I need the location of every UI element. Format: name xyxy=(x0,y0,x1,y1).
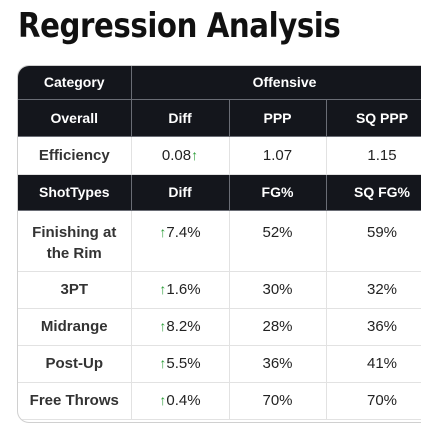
column-header-shot-types: ShotTypes xyxy=(18,174,132,211)
column-header-diff: Diff xyxy=(131,174,230,211)
cell-efficiency-ppp: 1.07 xyxy=(229,136,327,175)
up-arrow-icon: ↑ xyxy=(159,355,167,371)
table-row: Free Throws ↑0.4% 70% 70% xyxy=(18,382,421,420)
row-label: 3PT xyxy=(18,271,132,309)
up-arrow-icon: ↑ xyxy=(159,223,167,240)
diff-value: 0.4% xyxy=(166,392,201,409)
diff-value: 1.6% xyxy=(166,281,201,298)
diff-value: 5.5% xyxy=(166,355,201,372)
cell-diff: ↑8.2% xyxy=(131,308,230,346)
header-row-overall: Overall Diff PPP SQ PPP xyxy=(18,99,421,137)
table-row-efficiency: Efficiency 0.08↑ 1.07 1.15 xyxy=(18,136,421,175)
column-header-fg: FG% xyxy=(229,174,327,211)
up-arrow-icon: ↑ xyxy=(191,146,199,163)
cell-efficiency-diff: 0.08↑ xyxy=(131,136,230,175)
cell-fg: 28% xyxy=(229,308,327,346)
column-header-sq-fg: SQ FG% xyxy=(326,174,421,211)
regression-table-card: Category Offensive Overall Diff PPP SQ P… xyxy=(17,65,421,423)
column-header-ppp: PPP xyxy=(229,99,327,137)
cell-sq-fg: 59% xyxy=(326,210,421,272)
column-header-sq-ppp: SQ PPP xyxy=(326,99,421,137)
up-arrow-icon: ↑ xyxy=(159,281,167,297)
cell-sq-fg: 32% xyxy=(326,271,421,309)
row-label: Post-Up xyxy=(18,345,132,383)
row-label-efficiency: Efficiency xyxy=(18,136,132,175)
cell-diff: ↑1.6% xyxy=(131,271,230,309)
diff-value: 8.2% xyxy=(166,318,201,335)
up-arrow-icon: ↑ xyxy=(159,318,167,334)
diff-value: 7.4% xyxy=(166,223,201,241)
cell-sq-fg: 36% xyxy=(326,308,421,346)
row-label: Free Throws xyxy=(18,382,132,420)
cell-sq-fg: 41% xyxy=(326,345,421,383)
table-row: Finishing at the Rim ↑7.4% 52% 59% xyxy=(18,210,421,272)
cell-fg: 36% xyxy=(229,345,327,383)
cell-diff: ↑5.5% xyxy=(131,345,230,383)
diff-value: 0.08 xyxy=(161,146,192,164)
column-header-category: Category xyxy=(18,66,132,100)
regression-table: Category Offensive Overall Diff PPP SQ P… xyxy=(18,66,421,420)
header-row-category: Category Offensive xyxy=(18,66,421,100)
row-label: Midrange xyxy=(18,308,132,346)
cell-fg: 30% xyxy=(229,271,327,309)
table-row: Midrange ↑8.2% 28% 36% xyxy=(18,308,421,346)
column-header-diff: Diff xyxy=(131,99,230,137)
cell-fg: 52% xyxy=(229,210,327,272)
column-header-offensive: Offensive xyxy=(131,66,421,100)
row-label: Finishing at the Rim xyxy=(18,210,132,272)
table-row: 3PT ↑1.6% 30% 32% xyxy=(18,271,421,309)
cell-sq-fg: 70% xyxy=(326,382,421,420)
table-row: Post-Up ↑5.5% 36% 41% xyxy=(18,345,421,383)
cell-diff: ↑0.4% xyxy=(131,382,230,420)
up-arrow-icon: ↑ xyxy=(159,392,167,408)
page-title: Regression Analysis xyxy=(18,6,341,46)
column-header-overall: Overall xyxy=(18,99,132,137)
cell-fg: 70% xyxy=(229,382,327,420)
cell-diff: ↑7.4% xyxy=(131,210,230,272)
cell-efficiency-sq-ppp: 1.15 xyxy=(326,136,421,175)
header-row-shot-types: ShotTypes Diff FG% SQ FG% xyxy=(18,174,421,211)
